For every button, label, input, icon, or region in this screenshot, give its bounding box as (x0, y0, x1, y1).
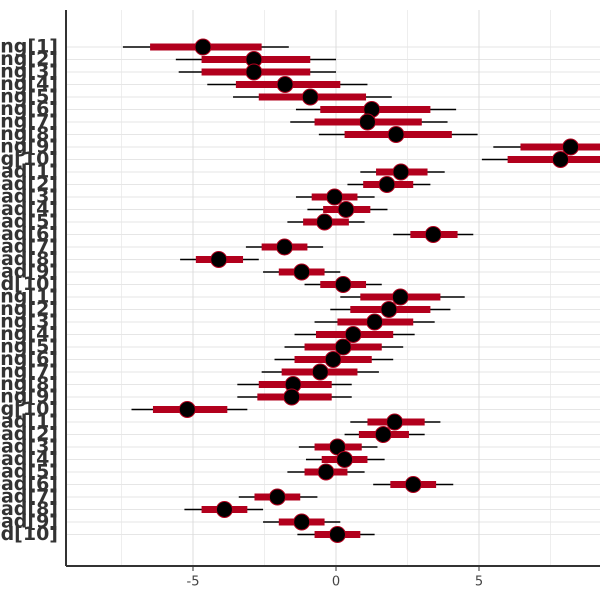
median-point (337, 201, 355, 218)
x-tick-label: -5 (187, 575, 200, 590)
y-tick-label: ing[1] (0, 36, 58, 58)
median-point (328, 526, 346, 543)
median-point (245, 63, 263, 81)
labels: -5 0 5ing[1]ing[2]ing[3]ing[4]ing[5]ing[6]… (0, 36, 483, 590)
median-point (178, 401, 196, 418)
median-point (404, 476, 422, 493)
median-point (552, 151, 570, 168)
median-point (378, 176, 396, 193)
median-point (391, 288, 409, 306)
y-tick-label: ead[2] (0, 173, 58, 195)
y-tick-label: ing[7] (0, 111, 58, 133)
y-tick-label: ing[6] (0, 348, 58, 370)
median-point (358, 113, 376, 131)
x-tick-label: 5 (475, 575, 483, 590)
median-point (210, 251, 228, 268)
median-point (293, 263, 311, 281)
median-point (316, 213, 334, 231)
y-tick-label: ing[9] (0, 386, 58, 408)
y-tick-label: ead[9] (0, 511, 58, 533)
y-tick-label: ead[3] (0, 186, 58, 208)
y-tick-label: ead[5] (0, 211, 58, 233)
median-point (215, 501, 233, 518)
median-point (366, 313, 384, 331)
y-tick-label: ead[6] (0, 223, 58, 245)
y-tick-label: ing[5] (0, 86, 58, 108)
y-tick-label: ead[9] (0, 261, 58, 283)
median-point (336, 451, 354, 468)
median-point (293, 513, 311, 531)
y-tick-label: ing[10] (0, 398, 58, 420)
median-point (268, 488, 286, 506)
median-point (374, 426, 392, 443)
y-tick-label: ing[7] (0, 361, 58, 383)
y-tick-label: ead[7] (0, 236, 58, 258)
y-tick-label: ead[4] (0, 448, 58, 470)
y-tick-label: ead[10] (0, 523, 58, 545)
y-tick-label: ing[4] (0, 323, 58, 345)
median-point (344, 326, 362, 343)
y-tick-label: ing[9] (0, 136, 58, 158)
median-point (386, 413, 404, 431)
median-point (562, 138, 580, 156)
y-tick-label: ead[8] (0, 498, 58, 520)
y-tick-label: ead[8] (0, 248, 58, 270)
y-tick-label: ing[5] (0, 336, 58, 358)
y-tick-label: ing[2] (0, 298, 58, 320)
y-tick-label: ead[4] (0, 198, 58, 220)
median-point (317, 463, 335, 481)
y-tick-label: ing[8] (0, 123, 58, 145)
y-tick-label: ing[4] (0, 73, 58, 95)
median-point (276, 76, 294, 93)
median-point (311, 363, 329, 381)
y-tick-label: ead[10] (0, 273, 58, 295)
plot-area (122, 38, 600, 543)
y-tick-label: ead[1] (0, 161, 58, 183)
y-tick-label: ing[2] (0, 48, 58, 70)
median-point (392, 163, 410, 181)
y-tick-label: ead[5] (0, 461, 58, 483)
median-point (380, 301, 398, 318)
y-tick-label: ead[7] (0, 486, 58, 508)
median-point (387, 126, 405, 143)
y-tick-label: ead[2] (0, 423, 58, 445)
median-point (424, 226, 442, 243)
median-point (334, 276, 352, 293)
y-tick-label: ead[3] (0, 436, 58, 458)
median-point (334, 338, 352, 356)
median-point (194, 38, 212, 56)
median-point (301, 88, 319, 106)
y-tick-label: ing[10] (0, 148, 58, 170)
y-tick-label: ead[6] (0, 473, 58, 495)
y-tick-label: ead[1] (0, 411, 58, 433)
median-point (283, 388, 301, 406)
median-point (324, 351, 342, 368)
y-tick-label: ing[6] (0, 98, 58, 120)
y-tick-label: ing[1] (0, 286, 58, 308)
y-tick-label: ing[3] (0, 61, 58, 83)
y-tick-label: ing[8] (0, 373, 58, 395)
y-tick-label: ing[3] (0, 311, 58, 333)
median-point (326, 188, 344, 206)
median-point (276, 238, 294, 256)
x-tick-label: 0 (332, 575, 340, 590)
